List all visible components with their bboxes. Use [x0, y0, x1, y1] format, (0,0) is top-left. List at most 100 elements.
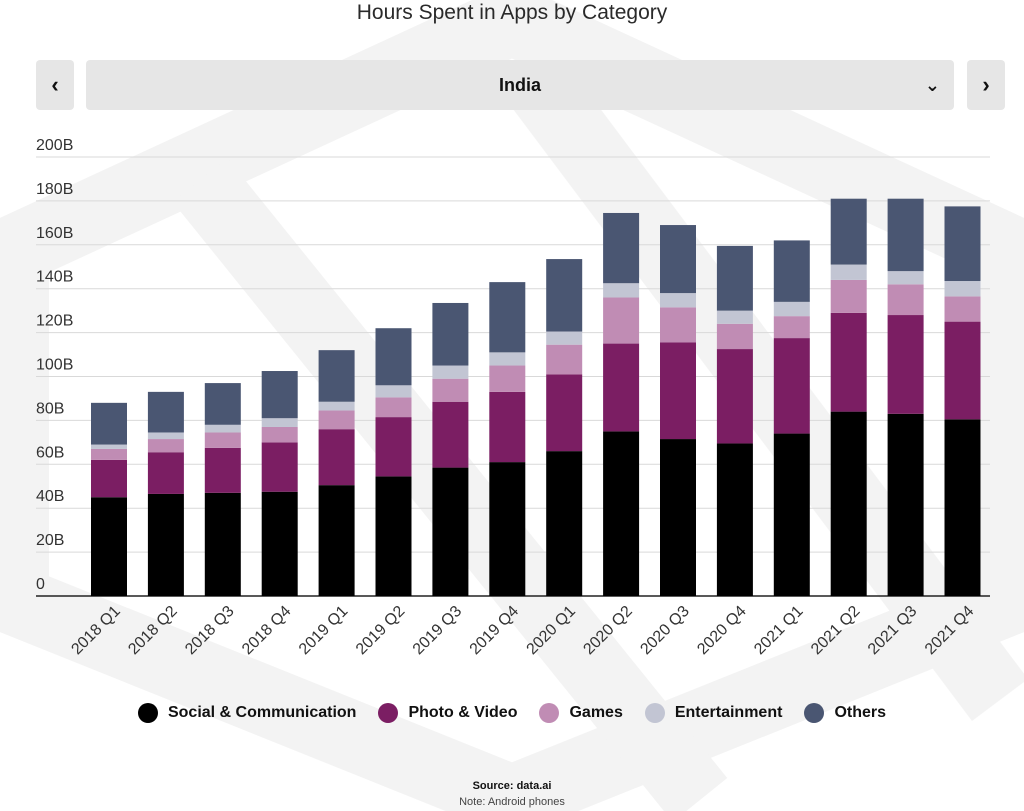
bar-segment[interactable]	[603, 431, 640, 596]
bar-segment[interactable]	[887, 413, 924, 596]
bar-segment[interactable]	[432, 378, 469, 402]
bar-segment[interactable]	[261, 491, 298, 596]
x-tick-label: 2018 Q4	[239, 603, 294, 658]
bar-segment[interactable]	[489, 462, 526, 596]
bar-segment[interactable]	[773, 433, 810, 596]
bar-segment[interactable]	[432, 302, 469, 366]
bar-segment[interactable]	[603, 343, 640, 432]
bar-segment[interactable]	[261, 371, 298, 419]
bar-segment[interactable]	[603, 212, 640, 284]
bar-segment[interactable]	[204, 447, 241, 493]
bar-segment[interactable]	[432, 467, 469, 596]
bar-segment[interactable]	[318, 485, 355, 596]
legend-label: Games	[569, 704, 623, 721]
bar-segment[interactable]	[773, 338, 810, 434]
bar-segment[interactable]	[944, 296, 981, 322]
y-tick-label: 80B	[36, 400, 64, 417]
bar-segment[interactable]	[375, 397, 412, 418]
bar-segment[interactable]	[91, 497, 127, 596]
bar-segment[interactable]	[716, 245, 753, 311]
bar-segment[interactable]	[318, 350, 355, 402]
bar-segment[interactable]	[830, 411, 867, 596]
y-tick-label: 180B	[36, 181, 73, 198]
bar-segment[interactable]	[887, 198, 924, 272]
bar-segment[interactable]	[773, 240, 810, 302]
bar-segment[interactable]	[660, 225, 696, 294]
bar-segment[interactable]	[546, 344, 583, 375]
bar-segment[interactable]	[375, 328, 412, 386]
bar-segment[interactable]	[204, 383, 241, 425]
bar-segment[interactable]	[773, 301, 810, 317]
bar-segment[interactable]	[91, 459, 127, 498]
bar-segment[interactable]	[944, 419, 981, 596]
bar-segment[interactable]	[91, 448, 127, 460]
bar-segment[interactable]	[489, 352, 526, 366]
bar-segment[interactable]	[318, 410, 355, 430]
bar-segment[interactable]	[887, 284, 924, 316]
bar-segment[interactable]	[261, 418, 298, 427]
bar-segment[interactable]	[944, 281, 981, 297]
bar-segment[interactable]	[830, 264, 867, 280]
bar-segment[interactable]	[887, 315, 924, 414]
bar-segment[interactable]	[716, 310, 753, 324]
bar-segment[interactable]	[91, 402, 127, 445]
previous-button[interactable]: ‹	[36, 60, 74, 110]
bar-segment[interactable]	[375, 385, 412, 398]
bar-segment[interactable]	[147, 493, 184, 596]
bar-segment[interactable]	[147, 439, 184, 453]
bar-segment[interactable]	[204, 432, 241, 448]
bar-segment[interactable]	[660, 439, 696, 596]
x-tick-label: 2019 Q2	[353, 603, 408, 658]
bar-segment[interactable]	[147, 452, 184, 494]
next-button[interactable]: ›	[967, 60, 1005, 110]
bar-segment[interactable]	[432, 401, 469, 468]
note-text: Note: Android phones	[459, 796, 565, 808]
bar-segment[interactable]	[773, 316, 810, 339]
bar-segment[interactable]	[887, 271, 924, 285]
x-tick-label: 2020 Q1	[524, 603, 579, 658]
bar-segment[interactable]	[489, 282, 526, 353]
bar-segment[interactable]	[660, 307, 696, 343]
region-select[interactable]: India ⌄	[86, 60, 954, 110]
bar-segment[interactable]	[603, 283, 640, 298]
bar-segment[interactable]	[204, 492, 241, 596]
bar-segment[interactable]	[375, 417, 412, 477]
bar-segment[interactable]	[432, 365, 469, 379]
bar-segment[interactable]	[603, 297, 640, 344]
legend-item[interactable]: Photo & Video	[378, 703, 517, 723]
legend-item[interactable]: Others	[804, 703, 886, 723]
legend-item[interactable]: Games	[539, 703, 623, 723]
bar-segment[interactable]	[261, 426, 298, 443]
legend-item[interactable]: Entertainment	[644, 703, 782, 723]
bar-segment[interactable]	[944, 206, 981, 282]
bar-segment[interactable]	[830, 312, 867, 412]
y-tick-label: 60B	[36, 444, 64, 461]
bar-segment[interactable]	[91, 444, 127, 449]
bar-segment[interactable]	[546, 331, 583, 345]
bar-segment[interactable]	[147, 432, 184, 440]
bar-segment[interactable]	[546, 259, 583, 332]
bar-segment[interactable]	[318, 429, 355, 486]
bar-segment[interactable]	[830, 198, 867, 265]
bar-segment[interactable]	[375, 476, 412, 596]
bar-segment[interactable]	[204, 424, 241, 433]
bar-segment[interactable]	[261, 442, 298, 492]
y-tick-label: 20B	[36, 532, 64, 549]
bar-segment[interactable]	[716, 443, 753, 596]
bar-segment[interactable]	[489, 365, 526, 392]
bar-segment[interactable]	[944, 321, 981, 420]
chart-legend: Social & Communication Photo & Video Games…	[0, 700, 1024, 726]
source-text: Source: data.ai	[472, 780, 552, 792]
legend-item[interactable]: Social & Communication	[137, 703, 356, 723]
bar-segment[interactable]	[660, 293, 696, 308]
bar-segment[interactable]	[546, 374, 583, 452]
bar-segment[interactable]	[546, 451, 583, 596]
bar-segment[interactable]	[147, 391, 184, 433]
x-tick-label: 2019 Q3	[410, 603, 465, 658]
bar-segment[interactable]	[660, 342, 696, 440]
bar-segment[interactable]	[318, 401, 355, 411]
bar-segment[interactable]	[830, 279, 867, 313]
bar-segment[interactable]	[489, 391, 526, 463]
bar-segment[interactable]	[716, 323, 753, 350]
bar-segment[interactable]	[716, 349, 753, 444]
